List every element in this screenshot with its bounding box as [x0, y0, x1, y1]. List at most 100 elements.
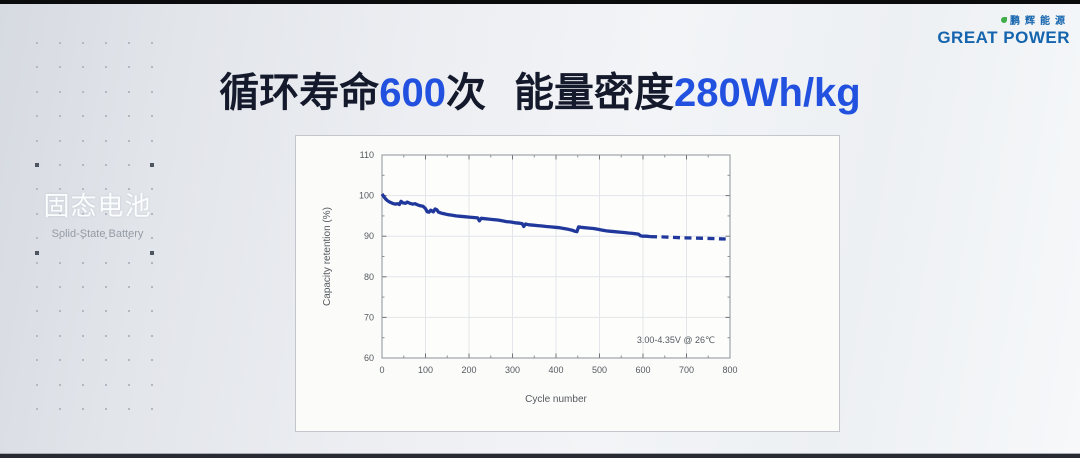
decor-dot [36, 90, 38, 93]
decor-dot [128, 310, 130, 313]
decor-dot [82, 408, 84, 410]
decor-dot [82, 90, 84, 93]
decor-dot [59, 212, 61, 215]
decor-dot [59, 66, 61, 69]
x-axis-label: Cycle number [525, 394, 587, 405]
decor-dot [82, 139, 84, 142]
decor-dot [36, 408, 38, 410]
decor-dot [36, 66, 38, 69]
decor-dot [36, 359, 38, 362]
decor-dot [59, 188, 61, 191]
x-tick-label: 100 [418, 365, 433, 375]
y-tick-label: 60 [364, 353, 374, 363]
decor-dot [36, 261, 38, 264]
decor-dot [82, 115, 84, 118]
decor-dot [128, 334, 130, 337]
x-tick-label: 800 [722, 365, 737, 375]
decor-dot [59, 286, 61, 288]
decor-dot [36, 212, 38, 215]
decor-dot [105, 237, 107, 240]
decor-dot [128, 261, 130, 264]
decor-dot [151, 115, 153, 118]
decor-dot [59, 334, 61, 337]
decor-dot [59, 359, 61, 362]
decor-dot [105, 286, 107, 288]
capacity-retention-chart-panel: 0 100 200 300 400 500 600 700 800 60 70 80 90 100 110 C… [295, 135, 840, 432]
decor-dot [59, 42, 61, 44]
decor-dot [105, 359, 107, 362]
letterbox-top [0, 0, 1080, 4]
decor-dot [82, 359, 84, 362]
decor-dot [105, 139, 107, 142]
decor-dot [105, 115, 107, 118]
decor-dot [128, 164, 130, 166]
decor-dot [105, 383, 107, 386]
headline-segment: 能量密度 [514, 71, 675, 115]
decor-dot [59, 237, 61, 240]
decor-dot [128, 383, 130, 386]
decor-dot [36, 115, 38, 118]
decor-dot [151, 286, 153, 288]
x-tick-label: 500 [592, 365, 607, 375]
decor-dot [151, 66, 153, 69]
decor-dot [128, 139, 130, 142]
decor-dot [36, 286, 38, 288]
brand-logo: 鹏辉能源 GREAT POWER [937, 12, 1070, 48]
decor-dot [36, 188, 38, 191]
y-tick-label: 80 [364, 272, 374, 282]
decor-dot [128, 188, 130, 191]
decor-dot [128, 286, 130, 288]
brand-logo-cn-text: 鹏辉能源 [1010, 16, 1070, 27]
brand-logo-english: GREAT POWER [937, 28, 1070, 47]
headline: 循环寿命600次 能量密度280Wh/kg [0, 60, 1080, 118]
decor-dot [82, 334, 84, 337]
x-tick-label: 400 [548, 365, 563, 375]
decor-dot [105, 90, 107, 93]
plot-border [381, 154, 731, 359]
decor-dot [151, 237, 153, 240]
decor-dot [151, 212, 153, 215]
x-tick-label: 700 [679, 365, 694, 375]
y-tick-label: 70 [364, 312, 374, 322]
section-title-chinese: 固态电池 [43, 191, 152, 221]
decor-dot-accent [150, 251, 154, 255]
brand-logo-chinese: 鹏辉能源 [1001, 12, 1070, 27]
x-tick-label: 600 [635, 365, 650, 375]
y-tick-label: 90 [364, 231, 374, 241]
decor-dot [128, 90, 130, 93]
decor-dot-accent [150, 163, 154, 167]
decor-dot [151, 310, 153, 313]
decor-dot [151, 383, 153, 386]
decor-dot [36, 42, 38, 44]
decor-dot [59, 408, 61, 410]
decor-dot [128, 115, 130, 118]
decor-dot [36, 237, 38, 240]
decor-dot [82, 42, 84, 44]
decor-dot [82, 261, 84, 264]
y-tick-label: 110 [360, 150, 374, 160]
headline-segment: 次 [446, 71, 487, 115]
decor-dot [82, 164, 84, 166]
decor-dot [105, 408, 107, 410]
decor-dot [59, 164, 61, 166]
decor-dot [36, 383, 38, 386]
decor-dot [82, 66, 84, 69]
decor-dot [82, 212, 84, 215]
decor-dot [151, 408, 153, 410]
decor-dot-accent [35, 163, 39, 167]
decor-dot [59, 90, 61, 93]
decor-dot [82, 237, 84, 240]
decor-dot [59, 139, 61, 142]
x-tick-label: 300 [505, 365, 520, 375]
decor-dot [59, 310, 61, 313]
decor-dot [151, 90, 153, 93]
letterbox-bottom [0, 453, 1080, 458]
decor-dot [36, 310, 38, 313]
decor-dot [105, 188, 107, 191]
decor-dot-accent [35, 251, 39, 255]
decor-dot [59, 261, 61, 264]
decor-dot [36, 334, 38, 337]
headline-segment: 循环寿命 [219, 71, 380, 115]
decor-dot [128, 237, 130, 240]
